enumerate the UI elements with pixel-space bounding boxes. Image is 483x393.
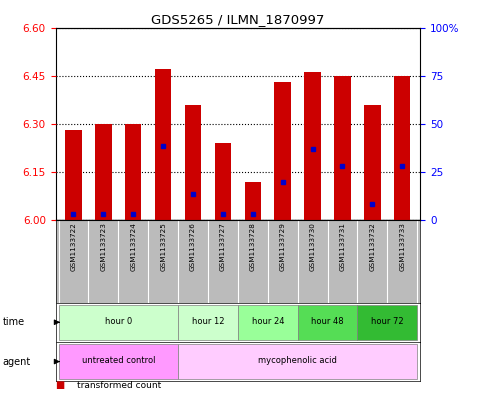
Text: GSM1133726: GSM1133726: [190, 222, 196, 272]
Bar: [58, 305, 178, 340]
Text: hour 72: hour 72: [371, 317, 404, 326]
Bar: [155, 69, 171, 220]
Bar: [58, 344, 178, 379]
Text: GSM1133722: GSM1133722: [71, 222, 76, 272]
Text: GSM1133730: GSM1133730: [310, 222, 315, 272]
Bar: [334, 75, 351, 220]
Bar: [215, 143, 231, 220]
Bar: [274, 82, 291, 220]
Text: GSM1133725: GSM1133725: [160, 222, 166, 272]
Bar: [125, 124, 142, 220]
Text: transformed count: transformed count: [77, 381, 161, 389]
Bar: [238, 305, 298, 340]
Text: agent: agent: [2, 356, 30, 367]
Text: GSM1133728: GSM1133728: [250, 222, 256, 272]
Bar: [178, 344, 417, 379]
Text: time: time: [2, 317, 25, 327]
Bar: [304, 72, 321, 220]
Text: GSM1133732: GSM1133732: [369, 222, 375, 272]
Text: mycophenolic acid: mycophenolic acid: [258, 356, 337, 365]
Text: GSM1133729: GSM1133729: [280, 222, 286, 272]
Text: GSM1133727: GSM1133727: [220, 222, 226, 272]
Bar: [244, 182, 261, 220]
Bar: [178, 305, 238, 340]
Bar: [185, 105, 201, 220]
Text: ■: ■: [56, 380, 65, 390]
Text: GSM1133733: GSM1133733: [399, 222, 405, 272]
Text: hour 24: hour 24: [252, 317, 284, 326]
Text: GSM1133724: GSM1133724: [130, 222, 136, 272]
Text: hour 48: hour 48: [311, 317, 344, 326]
Text: untreated control: untreated control: [82, 356, 155, 365]
Text: hour 0: hour 0: [105, 317, 132, 326]
Title: GDS5265 / ILMN_1870997: GDS5265 / ILMN_1870997: [151, 13, 325, 26]
Text: GSM1133731: GSM1133731: [340, 222, 345, 272]
Bar: [394, 75, 411, 220]
Bar: [364, 105, 381, 220]
Text: hour 12: hour 12: [192, 317, 224, 326]
Bar: [95, 124, 112, 220]
Bar: [357, 305, 417, 340]
Bar: [298, 305, 357, 340]
Bar: [65, 130, 82, 220]
Text: GSM1133723: GSM1133723: [100, 222, 106, 272]
